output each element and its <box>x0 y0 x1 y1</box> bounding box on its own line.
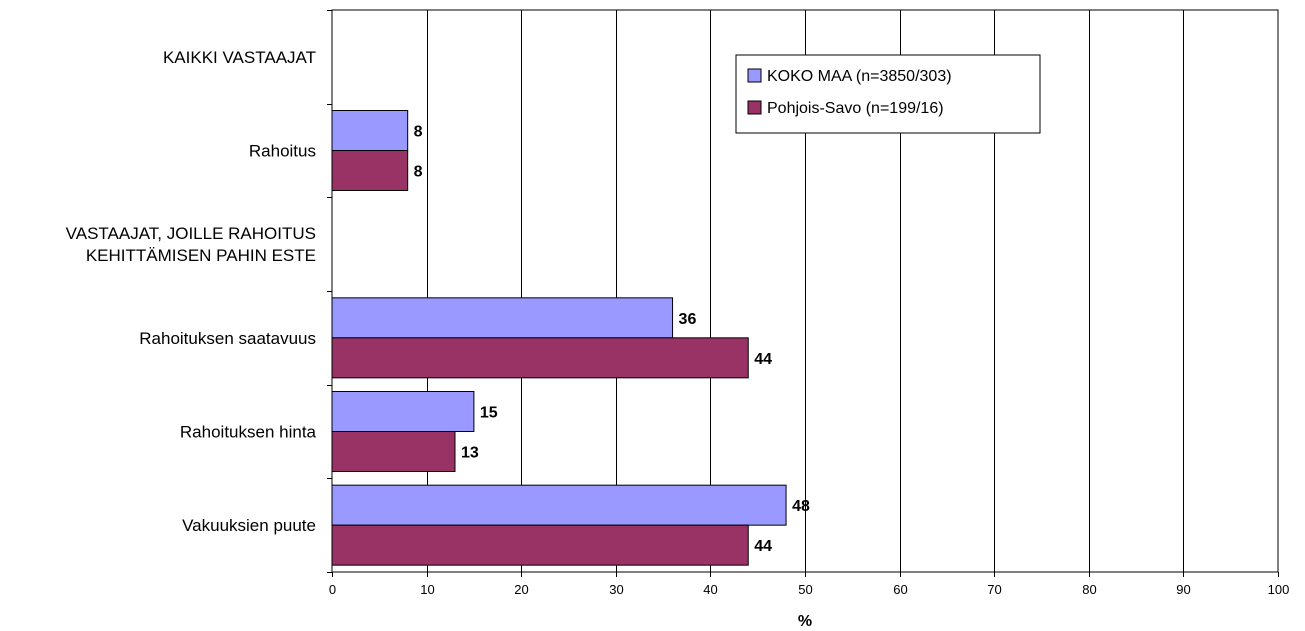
data-label: 8 <box>414 164 423 181</box>
category-label: KEHITTÄMISEN PAHIN ESTE <box>86 246 316 265</box>
data-label: 13 <box>461 445 479 462</box>
data-label: 15 <box>480 405 498 422</box>
x-tick-label: 100 <box>1268 582 1290 597</box>
category-label: Vakuuksien puute <box>182 516 316 535</box>
x-tick-label: 20 <box>514 582 528 597</box>
legend-label: KOKO MAA (n=3850/303) <box>767 68 952 85</box>
x-tick-label: 80 <box>1082 582 1096 597</box>
x-tick-label: 90 <box>1176 582 1190 597</box>
bar <box>331 110 409 151</box>
category-label: KAIKKI VASTAAJAT <box>163 48 316 67</box>
x-tick-label: 70 <box>987 582 1001 597</box>
bar <box>331 431 456 472</box>
x-tick-label: 10 <box>420 582 434 597</box>
x-axis-title: % <box>798 613 812 630</box>
bar <box>331 297 674 339</box>
data-label: 8 <box>414 124 423 141</box>
bar <box>331 391 475 432</box>
bar <box>331 524 749 566</box>
x-tick-label: 30 <box>609 582 623 597</box>
category-label: Rahoituksen hinta <box>180 423 317 442</box>
legend-box <box>735 54 1041 134</box>
x-tick-label: 0 <box>329 582 336 597</box>
category-label: Rahoitus <box>249 142 316 161</box>
data-label: 44 <box>754 538 772 555</box>
legend-swatch <box>747 100 762 115</box>
x-tick-label: 40 <box>703 582 717 597</box>
bar <box>331 150 409 191</box>
legend-label: Pohjois-Savo (n=199/16) <box>767 100 944 117</box>
data-label: 36 <box>679 311 697 328</box>
legend: KOKO MAA (n=3850/303) Pohjois-Savo (n=199… <box>735 54 1041 134</box>
category-label: VASTAAJAT, JOILLE RAHOITUS <box>66 224 316 243</box>
bar <box>331 337 749 379</box>
x-tick-label: 50 <box>798 582 812 597</box>
bar <box>331 484 787 526</box>
category-label: Rahoituksen saatavuus <box>139 329 316 348</box>
x-tick-label: 60 <box>893 582 907 597</box>
data-label: 48 <box>792 498 810 515</box>
data-label: 44 <box>754 351 772 368</box>
axes <box>327 9 1279 577</box>
legend-swatch <box>747 68 762 83</box>
bars <box>331 110 787 566</box>
labels: 0 10 20 30 40 50 60 70 80 90 100 KAIKKI VASTAAJAT Ra… <box>66 48 1290 630</box>
